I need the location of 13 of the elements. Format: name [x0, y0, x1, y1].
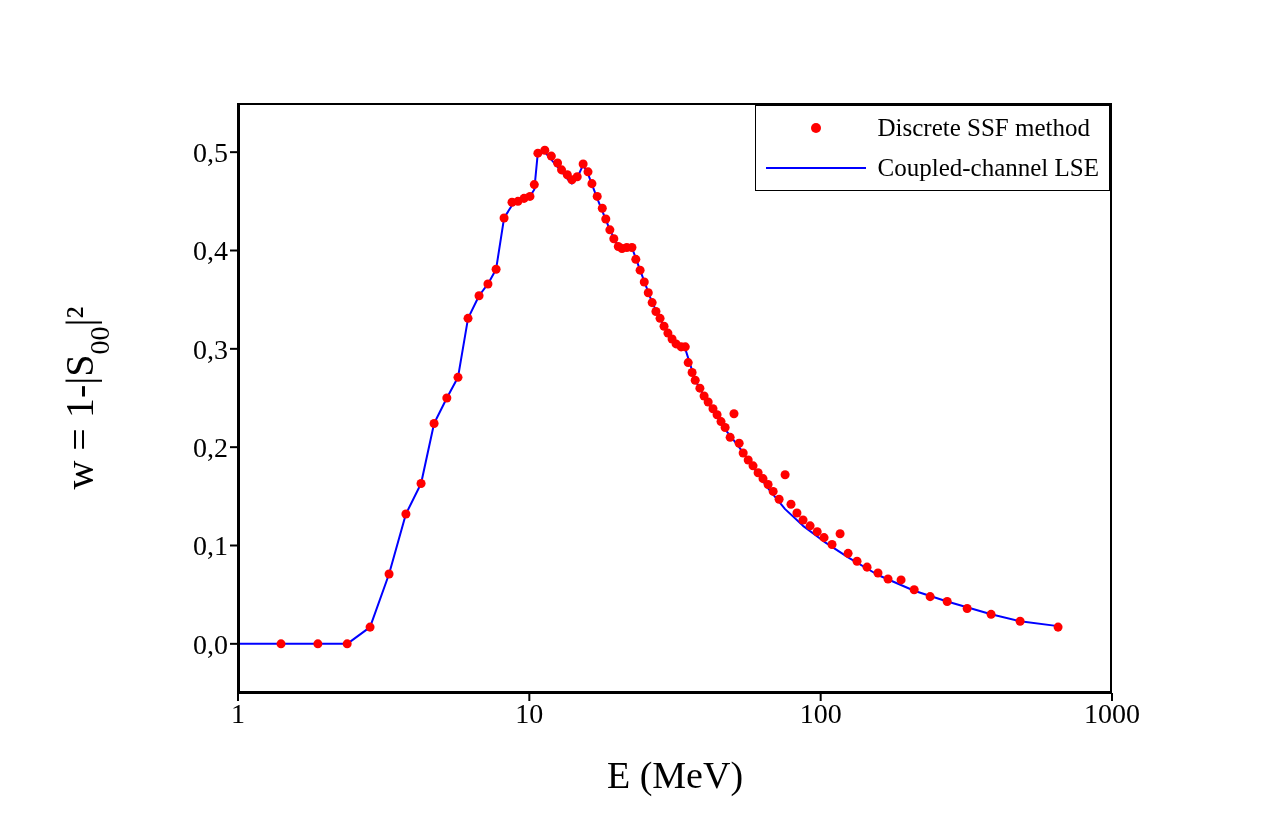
y-tick-label: 0,4: [193, 235, 228, 267]
y-tick-label: 0,0: [193, 628, 228, 660]
x-axis-title: E (MeV): [606, 754, 744, 797]
legend-label: Discrete SSF method: [877, 114, 1091, 142]
x-tick-label: 100: [799, 697, 842, 729]
x-tick-label: 10: [515, 697, 544, 729]
y-tick-label: 0,3: [193, 333, 228, 365]
y-tick-label: 0,5: [193, 137, 228, 169]
y-tick-label: 0,1: [193, 530, 228, 562]
x-tick-label: 1: [231, 697, 245, 729]
y-tick-label: 0,2: [193, 432, 228, 464]
legend-label: Coupled-channel LSE: [877, 154, 1099, 182]
x-tick-label: 1000: [1084, 697, 1140, 729]
